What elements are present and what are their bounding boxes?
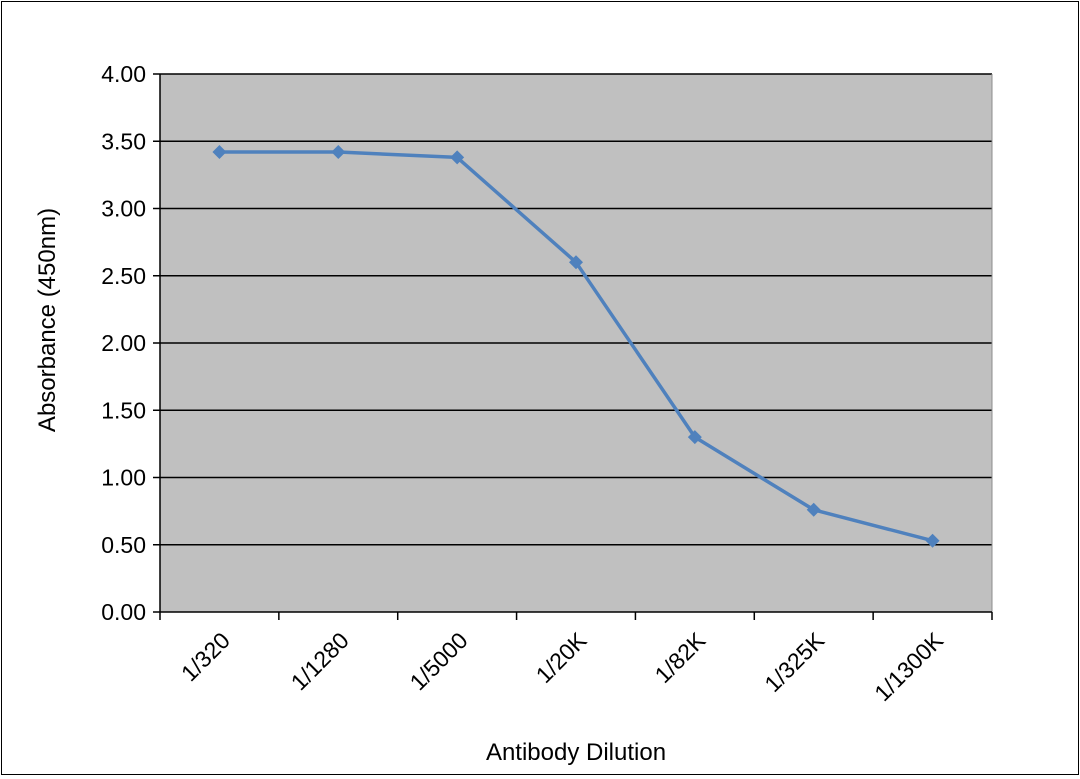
- y-tick-label: 3.00: [101, 196, 146, 222]
- series-layer: [212, 145, 940, 548]
- data-point-marker: [687, 430, 702, 445]
- axes: [153, 73, 993, 620]
- y-tick-label: 1.00: [101, 465, 146, 491]
- y-tick-label: 3.50: [101, 128, 146, 154]
- y-tick-label: 2.50: [101, 263, 146, 289]
- x-tick-labels: 1/320 1/1280 1/5000 1/20K 1/82K 1/325K 1/1300K: [176, 627, 949, 706]
- gridlines: [160, 73, 992, 546]
- x-tick-label: 1/1280: [286, 627, 354, 695]
- data-point-marker: [331, 145, 346, 160]
- x-tick-label: 1/5000: [405, 627, 473, 695]
- data-point-marker: [925, 533, 940, 548]
- y-tick-labels: 0.00 0.50 1.00 1.50 2.00 2.50 3.00 3.50 4.00: [101, 61, 146, 625]
- x-tick-label: 1/20K: [531, 627, 592, 688]
- data-point-marker: [806, 502, 821, 517]
- y-axis-title: Absorbance (450nm): [34, 208, 61, 432]
- y-tick-label: 0.50: [101, 532, 146, 558]
- y-tick-label: 2.00: [101, 330, 146, 356]
- x-tick-label: 1/82K: [650, 627, 711, 688]
- data-point-marker: [569, 255, 583, 270]
- x-tick-label: 1/1300K: [869, 627, 948, 706]
- x-axis-title: Antibody Dilution: [486, 739, 666, 766]
- data-point-marker: [450, 150, 465, 165]
- y-tick-label: 1.50: [101, 397, 146, 423]
- y-tick-label: 0.00: [101, 599, 146, 625]
- x-tick-label: 1/325K: [759, 627, 829, 697]
- x-tick-label: 1/320: [176, 627, 235, 686]
- data-point-marker: [212, 145, 227, 160]
- y-tick-label: 4.00: [101, 61, 146, 87]
